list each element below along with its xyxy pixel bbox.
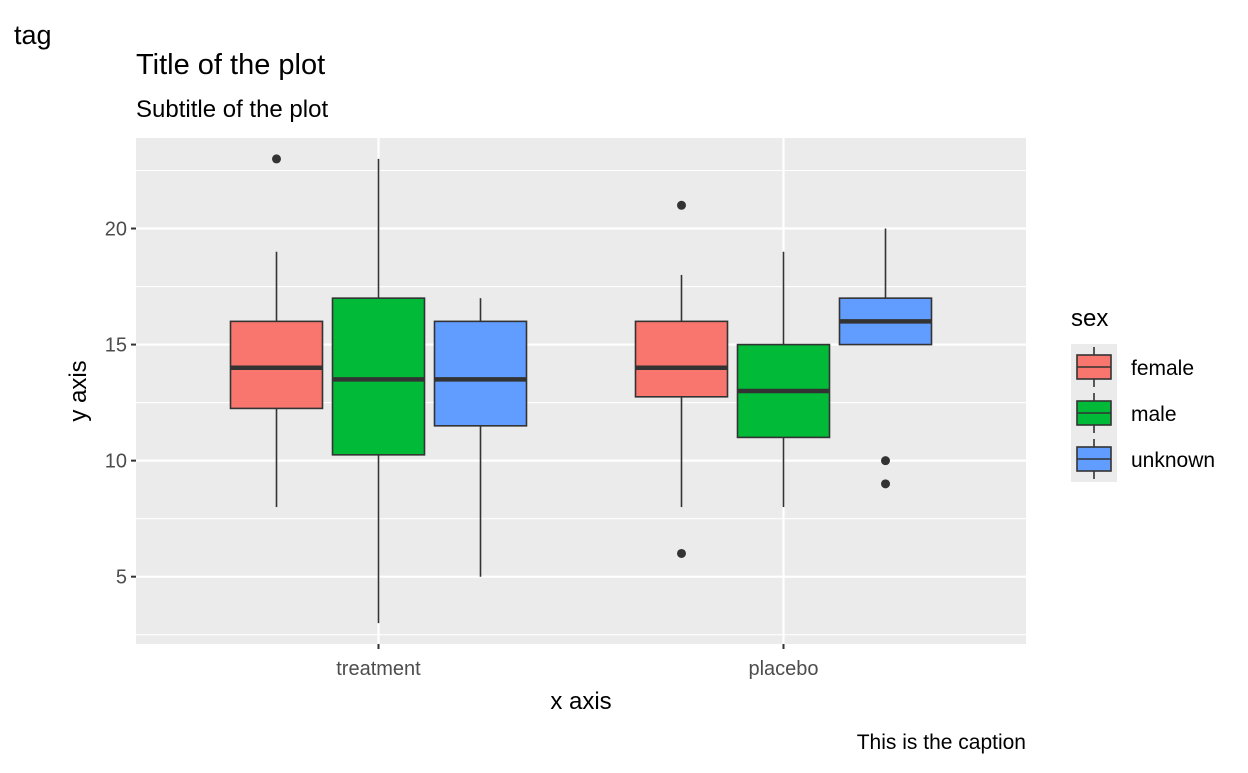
legend-label: male [1131,403,1177,426]
legend-label: female [1131,357,1194,380]
outlier-point [272,154,281,164]
x-axis-label: x axis [550,688,611,715]
y-tick-label: 10 [105,451,127,473]
box-rect [433,320,528,427]
plot-caption: This is the caption [857,731,1026,754]
box-female-treatment [229,154,324,508]
y-tick-label: 15 [105,335,127,357]
x-axis-ticks: treatment placebo [336,644,819,680]
outlier-point [881,479,890,489]
y-tick-label: 20 [105,219,127,241]
plot-subtitle: Subtitle of the plot [136,96,328,123]
y-axis-label: y axis [65,360,92,421]
boxes-layer [229,154,933,624]
y-tick-label: 5 [116,567,127,589]
outlier-point [677,200,686,210]
box-rect [229,320,324,410]
box-unknown-placebo [838,228,933,489]
y-axis-ticks: 5 10 15 20 [105,219,136,589]
box-rect [634,320,729,398]
box-male-placebo [736,251,831,508]
legend-item-female: female [1071,344,1194,390]
outlier-point [881,456,890,466]
plot-title: Title of the plot [136,49,325,81]
box-rect [331,297,426,456]
box-female-placebo [634,200,729,558]
legend-item-male: male [1071,390,1177,436]
outlier-point [677,548,686,558]
legend-item-unknown: unknown [1071,436,1215,482]
x-tick-label: treatment [336,658,421,680]
box-male-treatment [331,158,426,624]
x-tick-label: placebo [748,658,818,680]
box-unknown-treatment [433,298,528,577]
plot-tag: tag [14,20,52,50]
legend-title: sex [1071,305,1108,332]
legend: sex female male unknown [1071,305,1215,482]
legend-keys: female male unknown [1071,344,1215,482]
legend-label: unknown [1131,449,1215,472]
